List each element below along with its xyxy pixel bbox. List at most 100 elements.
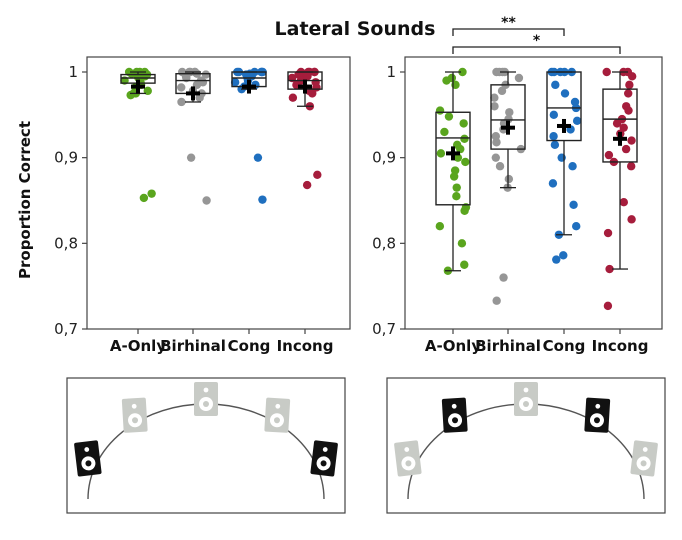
x-tick-label: Cong (228, 337, 271, 355)
speaker-woofer-center (273, 417, 280, 424)
data-point (549, 132, 558, 141)
data-point (627, 136, 636, 145)
data-point (452, 183, 461, 192)
data-point (126, 90, 135, 100)
speaker-tweeter (203, 387, 209, 393)
box (546, 71, 582, 142)
data-point (452, 192, 461, 201)
data-point (459, 119, 468, 128)
data-point (604, 150, 614, 160)
x-tick-label: Incong (592, 337, 649, 355)
data-point (559, 251, 568, 260)
data-point (625, 80, 634, 90)
data-point (568, 162, 577, 171)
series-cong (546, 67, 582, 264)
plot-frame (404, 56, 663, 330)
data-point (492, 296, 501, 305)
data-point (461, 157, 470, 167)
chart-title: Lateral Sounds (275, 18, 436, 40)
x-tick-label: Birhinal (475, 337, 541, 355)
significance-bracket: ** (452, 15, 565, 36)
data-point (505, 108, 514, 117)
speaker-woofer-center (320, 460, 327, 467)
speaker-woofer-center (85, 460, 92, 467)
data-point (497, 86, 507, 96)
series-a-only (120, 67, 156, 203)
significance-label: ** (501, 15, 516, 31)
speaker-woofer-center (640, 460, 647, 467)
series-birhinal (175, 67, 211, 205)
data-point (603, 228, 613, 238)
bracket-line (452, 46, 621, 54)
data-point (491, 153, 501, 162)
box (602, 88, 638, 163)
significance-bracket: * (452, 33, 621, 54)
speaker-tweeter (642, 447, 648, 452)
y-tick-label: 1 (386, 63, 396, 81)
data-point (549, 110, 559, 120)
data-point (230, 78, 240, 87)
series-a-only (435, 67, 471, 275)
data-point (572, 222, 581, 231)
box (435, 111, 471, 206)
series-incong (287, 67, 323, 190)
data-point (313, 170, 322, 179)
speaker-tweeter (322, 447, 328, 452)
data-point (552, 255, 561, 264)
x-tick-label: Incong (277, 337, 334, 355)
data-point (490, 93, 499, 102)
data-point (602, 67, 611, 77)
data-point (258, 195, 267, 204)
bracket-line (452, 28, 565, 36)
data-point (495, 162, 505, 171)
speaker-icon-active (584, 397, 611, 433)
y-axis-title: Proportion Correct (16, 121, 34, 279)
x-tick-label: Cong (543, 337, 586, 355)
significance-brackets: *** (452, 15, 621, 54)
data-point (492, 138, 501, 147)
data-point (177, 83, 186, 92)
speaker-tweeter (523, 387, 529, 393)
data-point (288, 93, 298, 102)
speaker-woofer-center (132, 417, 139, 424)
y-tick-label: 0,7 (54, 320, 78, 338)
data-point (177, 97, 186, 107)
y-tick-label: 0,7 (372, 320, 396, 338)
speaker-tweeter (451, 403, 457, 409)
data-point (490, 102, 499, 111)
data-point (302, 180, 312, 190)
speaker-woofer-center (523, 401, 529, 407)
data-point (603, 301, 613, 311)
speaker-woofer-center (593, 417, 600, 424)
left-speaker-diagram (66, 377, 346, 514)
series-birhinal (490, 67, 526, 305)
data-point (621, 144, 631, 154)
data-point (202, 196, 211, 205)
data-point (514, 73, 524, 83)
speaker-icon-inactive (630, 440, 658, 477)
data-point (436, 149, 446, 158)
series-cong (230, 67, 267, 204)
y-tick-label: 0,9 (54, 149, 78, 167)
data-point (449, 172, 459, 181)
significance-label: * (533, 33, 541, 49)
speaker-icon-inactive (194, 382, 218, 416)
speaker-tweeter (84, 447, 90, 452)
data-point (569, 200, 578, 209)
data-point (201, 70, 211, 79)
data-point (435, 222, 445, 231)
series-incong (602, 67, 638, 311)
data-point (504, 174, 514, 184)
data-point (627, 72, 637, 81)
data-point (550, 140, 560, 150)
data-point (624, 106, 633, 115)
data-point (444, 112, 454, 121)
data-point (147, 189, 156, 198)
data-point (499, 273, 508, 282)
speaker-icon-inactive (264, 397, 291, 433)
y-tick-label: 0,9 (372, 149, 396, 167)
data-point (460, 134, 469, 144)
